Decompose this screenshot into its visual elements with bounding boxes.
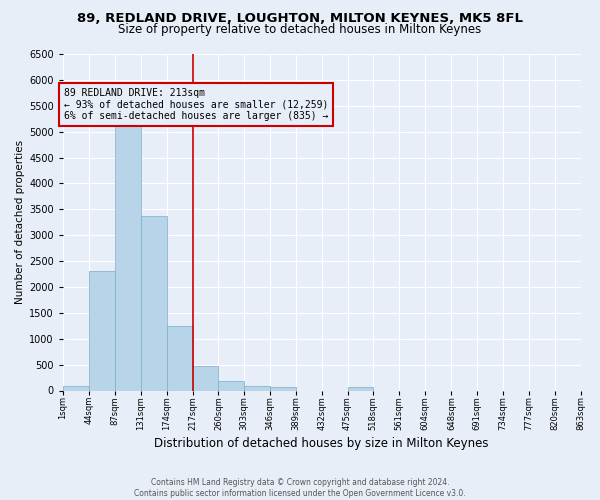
Text: Size of property relative to detached houses in Milton Keynes: Size of property relative to detached ho… <box>118 22 482 36</box>
Bar <box>141 216 167 390</box>
X-axis label: Distribution of detached houses by size in Milton Keynes: Distribution of detached houses by size … <box>154 437 489 450</box>
Y-axis label: Number of detached properties: Number of detached properties <box>15 140 25 304</box>
Text: 89, REDLAND DRIVE, LOUGHTON, MILTON KEYNES, MK5 8FL: 89, REDLAND DRIVE, LOUGHTON, MILTON KEYN… <box>77 12 523 26</box>
Bar <box>193 366 218 390</box>
Bar <box>115 108 141 390</box>
Text: Contains HM Land Registry data © Crown copyright and database right 2024.
Contai: Contains HM Land Registry data © Crown c… <box>134 478 466 498</box>
Bar <box>89 272 115 390</box>
Bar <box>270 388 296 390</box>
Bar <box>167 326 193 390</box>
Bar <box>244 386 270 390</box>
Bar <box>347 387 373 390</box>
Bar <box>63 386 89 390</box>
Text: 89 REDLAND DRIVE: 213sqm
← 93% of detached houses are smaller (12,259)
6% of sem: 89 REDLAND DRIVE: 213sqm ← 93% of detach… <box>64 88 329 121</box>
Bar <box>218 381 244 390</box>
